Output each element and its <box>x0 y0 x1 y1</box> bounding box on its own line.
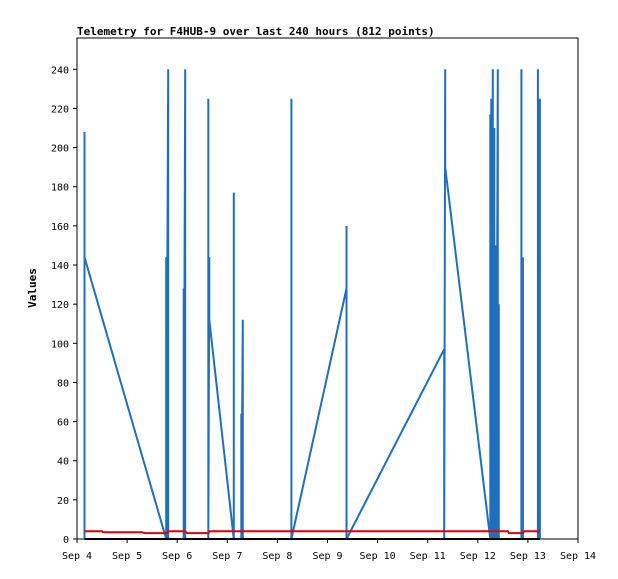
y-tick-label: 240 <box>51 65 69 76</box>
y-tick-label: 60 <box>57 418 69 429</box>
x-tick-label: Sep 8 <box>262 551 292 562</box>
y-tick-label: 200 <box>51 144 69 155</box>
y-tick-label: 20 <box>57 496 69 507</box>
y-axis-label: Values <box>26 268 39 308</box>
x-tick-label: Sep 7 <box>212 551 242 562</box>
x-tick-label: Sep 4 <box>62 551 92 562</box>
y-tick-label: 40 <box>57 457 69 468</box>
y-tick-label: 100 <box>51 339 69 350</box>
x-axis: Sep 4 Sep 5 Sep 6 Sep 7 Sep 8 Sep 9 Sep 10 Sep … <box>62 539 596 562</box>
y-axis: 0 20 40 60 80 100 120 140 160 180 200 220 240 <box>51 65 77 546</box>
x-tick-label: Sep 5 <box>112 551 142 562</box>
x-tick-label: Sep 13 <box>510 551 546 562</box>
plot-area <box>76 37 579 540</box>
y-tick-label: 0 <box>63 535 69 546</box>
y-tick-label: 80 <box>57 378 69 389</box>
series-layer <box>83 69 541 540</box>
plot-frame <box>76 37 579 540</box>
x-tick-label: Sep 9 <box>312 551 342 562</box>
y-tick-label: 220 <box>51 104 69 115</box>
x-tick-label: Sep 14 <box>560 551 596 562</box>
series-line-2 <box>84 530 540 535</box>
x-tick-label: Sep 10 <box>360 551 396 562</box>
x-tick-label: Sep 12 <box>460 551 496 562</box>
y-tick-label: 180 <box>51 183 69 194</box>
chart-title: Telemetry for F4HUB-9 over last 240 hour… <box>77 25 435 38</box>
x-tick-label: Sep 6 <box>162 551 192 562</box>
y-tick-label: 140 <box>51 261 69 272</box>
series-line-1 <box>83 69 541 540</box>
x-tick-label: Sep 11 <box>410 551 446 562</box>
y-tick-label: 160 <box>51 222 69 233</box>
y-tick-label: 120 <box>51 300 69 311</box>
